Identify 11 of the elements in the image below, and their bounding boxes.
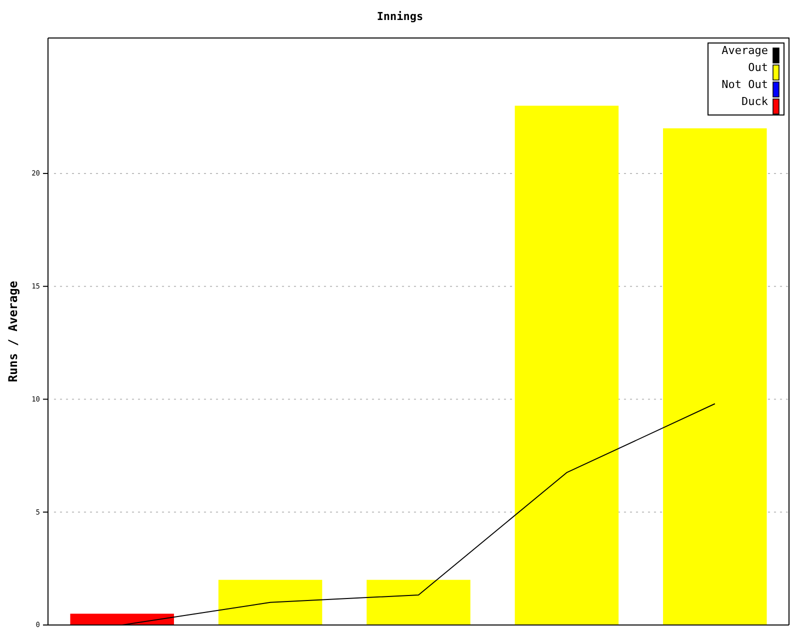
legend-label: Duck <box>742 95 768 108</box>
bar <box>218 580 322 625</box>
legend-label: Out <box>748 61 768 74</box>
bar <box>366 580 470 625</box>
chart-title: Innings <box>376 10 424 23</box>
bar <box>514 106 619 625</box>
legend-label: Average <box>722 44 768 57</box>
legend-label: Not Out <box>722 78 768 91</box>
bar <box>70 614 174 625</box>
y-axis-title: Runs / Average <box>6 280 20 382</box>
bar <box>663 128 767 625</box>
